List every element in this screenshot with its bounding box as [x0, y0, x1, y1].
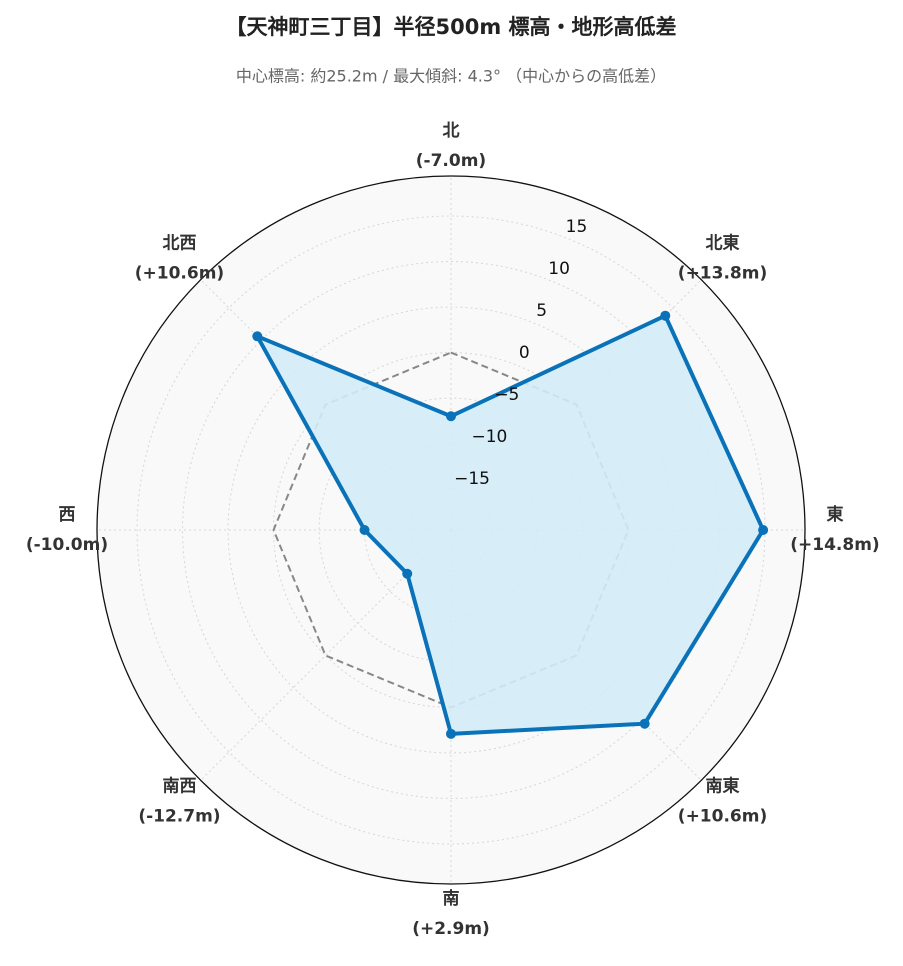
r-tick-label: 5	[536, 301, 547, 321]
r-tick-label: 0	[519, 343, 530, 363]
data-point	[252, 331, 263, 342]
data-point	[446, 411, 456, 422]
data-point	[758, 525, 769, 535]
data-point	[639, 718, 650, 729]
data-point	[660, 310, 671, 321]
category-label: 北西	[162, 233, 196, 253]
r-tick-label: 15	[566, 217, 588, 237]
category-label: 東	[827, 504, 844, 525]
value-label: (+2.9m)	[412, 919, 490, 939]
category-label: 北	[443, 121, 460, 141]
category-label: 西	[59, 505, 76, 525]
data-point	[446, 728, 456, 739]
value-label: (+10.6m)	[135, 263, 224, 283]
r-tick-label: 10	[548, 259, 570, 279]
chart-title: 【天神町三丁目】半径500m 標高・地形高低差	[225, 15, 676, 39]
category-label: 北東	[706, 232, 740, 253]
data-point	[359, 525, 370, 535]
chart-subtitle: 中心標高: 約25.2m / 最大傾斜: 4.3° （中心からの高低差）	[236, 67, 666, 86]
value-label: (-10.0m)	[26, 535, 108, 555]
category-label: 南	[443, 888, 460, 909]
category-label: 南西	[162, 776, 196, 797]
value-label: (+14.8m)	[790, 535, 879, 555]
value-label: (-12.7m)	[138, 807, 220, 827]
r-tick-label: −5	[494, 385, 519, 405]
spoke	[200, 529, 452, 781]
value-label: (+10.6m)	[678, 807, 767, 827]
data-point	[402, 568, 413, 579]
value-label: (-7.0m)	[416, 151, 486, 171]
polar-frame	[96, 175, 806, 885]
category-label: 南東	[706, 776, 740, 797]
r-tick-label: −15	[454, 469, 490, 489]
r-tick-label: −10	[471, 427, 507, 447]
value-label: (+13.8m)	[678, 263, 767, 283]
